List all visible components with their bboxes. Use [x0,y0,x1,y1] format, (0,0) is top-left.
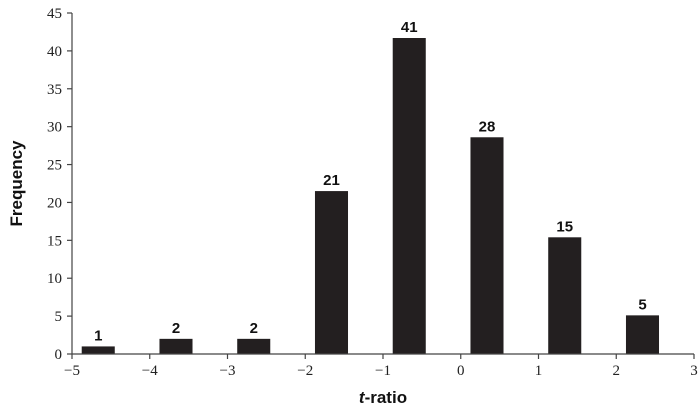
bar-label-5: 41 [401,19,418,36]
y-tick-label-3: 15 [47,233,62,249]
y-tick-label-4: 20 [47,195,62,211]
x-tick-label-4: −1 [375,363,391,379]
bar-label-6: 28 [479,118,496,135]
bar-2 [159,338,193,354]
x-tick-label-7: 2 [613,363,621,379]
x-axis-title-rest: -ratio [365,388,408,407]
x-axis-title-italic: t [359,388,366,407]
y-ticks-group: 0 5 10 15 20 25 30 35 40 45 [47,6,72,363]
y-tick-label-5: 25 [47,158,62,174]
x-tick-label-8: 3 [690,363,698,379]
bar-label-8: 5 [638,296,646,313]
y-tick-label-9: 45 [47,6,62,22]
bar-5 [392,38,426,355]
bar-6 [470,137,504,354]
y-tick-label-2: 10 [47,271,62,287]
bar-label-7: 15 [556,218,573,235]
x-tick-label-2: −3 [220,363,236,379]
y-tick-label-1: 5 [55,309,63,325]
bar-7 [548,237,582,354]
y-tick-label-6: 30 [47,120,62,136]
y-tick-label-8: 40 [47,44,62,60]
bar-3 [237,338,271,354]
x-tick-label-1: −4 [142,363,158,379]
x-tick-label-6: 1 [535,363,543,379]
bar-4 [314,191,349,354]
x-tick-label-3: −2 [297,363,313,379]
y-axis-title: Frequency [7,140,26,227]
x-axis-title: t-ratio [359,388,407,407]
bar-labels-group: 1 2 2 21 41 28 15 5 [94,19,647,344]
x-tick-label-0: −5 [64,363,80,379]
x-tick-label-5: 0 [457,363,465,379]
bars-group [81,38,660,355]
bar-label-2: 2 [172,320,180,337]
y-tick-label-7: 35 [47,82,62,98]
x-ticks-group: −5 −4 −3 −2 −1 0 1 2 3 [64,354,698,379]
y-tick-label-0: 0 [55,347,63,363]
bar-8 [625,315,660,354]
bar-label-3: 2 [250,320,258,337]
bar-1 [81,346,115,354]
bar-label-1: 1 [94,327,102,344]
bar-label-4: 21 [323,172,340,189]
